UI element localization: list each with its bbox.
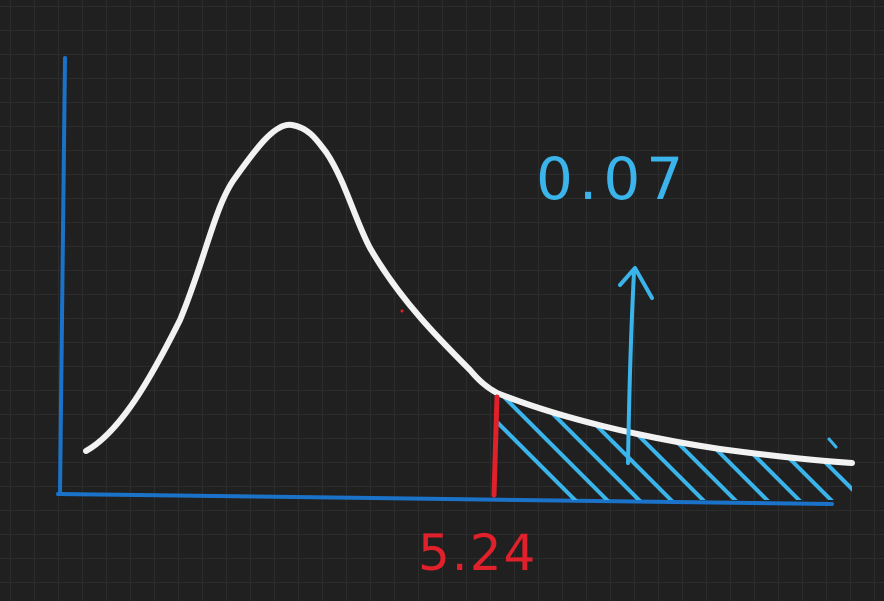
hatch-line <box>820 393 852 500</box>
shaded-tail-region <box>497 393 884 505</box>
tail-probability-label: 0.07 <box>536 145 689 213</box>
arrow-icon <box>618 266 654 465</box>
stray-mark <box>400 309 404 313</box>
density-curve <box>83 121 855 466</box>
x-axis <box>56 492 834 506</box>
critical-value-line <box>491 394 500 498</box>
critical-value-label: 5.24 <box>418 524 537 582</box>
hatch-line <box>788 393 852 500</box>
hatch-line <box>497 393 582 500</box>
hatch-line <box>756 393 852 500</box>
hatch-line <box>854 395 884 505</box>
tail-end-mark <box>827 437 838 449</box>
y-axis <box>58 56 67 495</box>
hatch-line <box>564 393 678 500</box>
hatch-line <box>596 393 710 500</box>
hatch-line <box>500 393 614 500</box>
